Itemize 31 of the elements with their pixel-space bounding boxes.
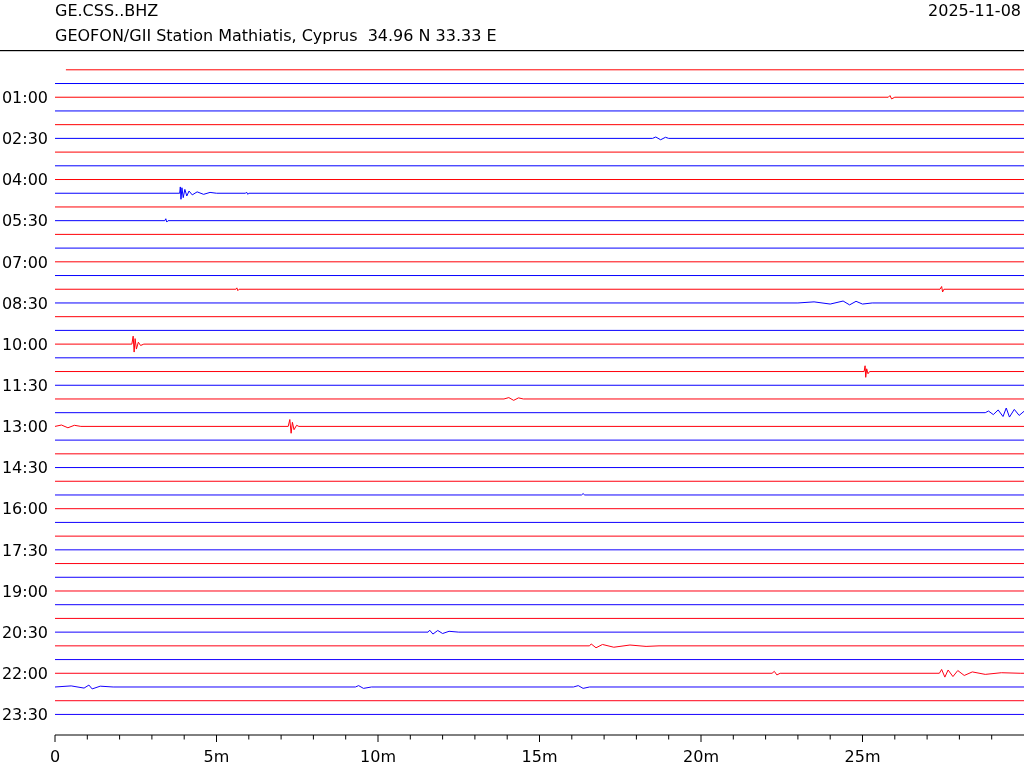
y-tick-label: 02:30 <box>1 129 48 149</box>
y-tick-label: 19:00 <box>1 581 48 601</box>
line-series <box>55 365 1024 378</box>
x-tick-label: 10m <box>360 747 396 766</box>
y-tick-label: 13:00 <box>1 417 48 437</box>
y-tick-label: 14:30 <box>1 458 48 478</box>
y-tick-label: 01:00 <box>1 87 48 107</box>
line-series <box>55 419 1024 434</box>
y-tick-label: 08:30 <box>1 293 48 313</box>
y-tick-label: 20:30 <box>1 622 48 642</box>
x-tick-label: 5m <box>203 747 230 766</box>
y-tick-label: 17:30 <box>1 540 48 560</box>
x-tick-label: 0 <box>49 747 61 766</box>
x-tick-label: 25m <box>844 747 881 766</box>
x-tick-label: 15m <box>521 747 558 766</box>
line-series <box>55 668 1024 678</box>
y-tick-label: 04:00 <box>1 170 48 190</box>
y-tick-label: 07:00 <box>1 252 48 272</box>
line-series <box>55 335 1024 353</box>
y-tick-label: 05:30 <box>1 211 48 231</box>
chart-subtitle: GEOFON/GII Station Mathiatis, Cyprus 34.96 N 33.33 E <box>55 26 497 45</box>
y-tick-label: 11:30 <box>1 376 48 396</box>
y-tick-label: 23:30 <box>1 705 48 725</box>
x-tick-label: 20m <box>683 747 719 766</box>
line-series <box>55 407 1024 418</box>
y-tick-label: 16:00 <box>1 499 48 519</box>
chart-title: GE.CSS..BHZ <box>55 1 159 20</box>
line-series <box>55 186 1024 200</box>
y-tick-label: 22:00 <box>1 664 48 684</box>
y-tick-label: 10:00 <box>1 334 48 354</box>
text: 2025-11-08 <box>928 1 1021 20</box>
